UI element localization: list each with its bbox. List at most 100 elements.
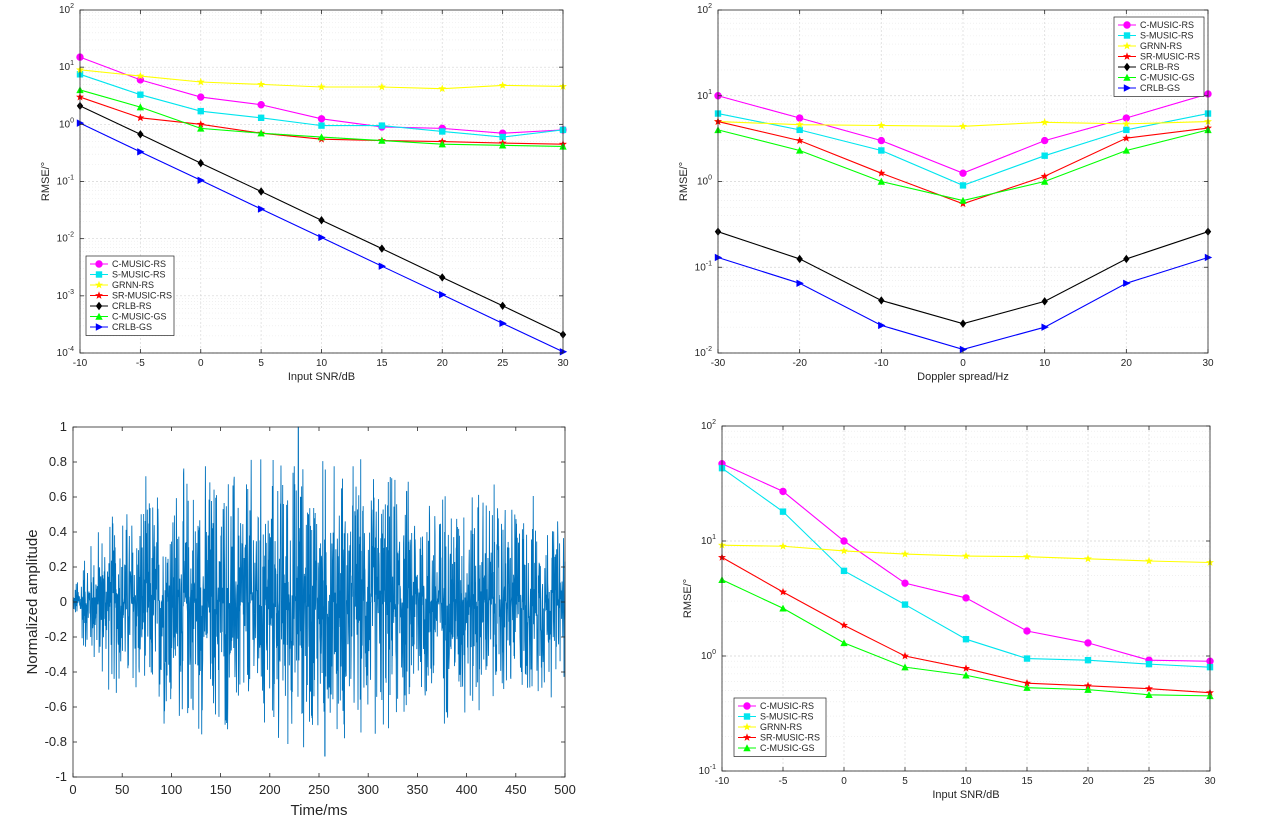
x-tick-label: -5 <box>779 776 788 787</box>
data-point <box>959 182 967 189</box>
legend-marker <box>95 280 103 289</box>
y-tick-label: -1 <box>55 769 67 784</box>
x-tick-label: 0 <box>69 782 76 797</box>
legend-label: C-MUSIC-RS <box>760 701 814 711</box>
data-point <box>1041 297 1048 306</box>
y-tick-label: 10-1 <box>699 764 716 777</box>
data-point <box>197 176 205 184</box>
legend-entry: SR-MUSIC-RS <box>738 733 820 743</box>
data-point <box>1023 679 1031 687</box>
data-point <box>901 601 909 608</box>
legend-entry: GRNN-RS <box>738 722 802 732</box>
data-point <box>1145 684 1153 693</box>
legend-marker <box>1123 41 1131 50</box>
data-point <box>877 136 886 145</box>
data-point <box>795 136 804 144</box>
data-point <box>1040 136 1049 145</box>
data-point <box>795 146 804 154</box>
data-point <box>257 101 265 109</box>
data-point <box>1041 152 1048 159</box>
x-tick-label: 20 <box>437 358 449 369</box>
y-axis-label: RMSE/° <box>678 162 690 201</box>
y-tick-label: 10-2 <box>57 232 74 245</box>
legend-entry: C-MUSIC-GS <box>90 312 167 322</box>
legend-label: CRLB-GS <box>1140 83 1180 93</box>
x-axis-label: Time/ms <box>291 802 348 819</box>
data-point <box>137 130 144 139</box>
data-point <box>796 126 803 134</box>
data-point <box>318 216 325 225</box>
y-tick-label: -0.2 <box>45 629 67 644</box>
data-point <box>796 254 803 264</box>
data-point <box>878 321 886 330</box>
data-point <box>1123 279 1131 287</box>
series-c-music-gs <box>714 126 1212 204</box>
data-point <box>498 141 507 149</box>
legend-label: GRNN-RS <box>112 280 154 290</box>
data-point <box>959 345 968 354</box>
x-tick-label: 10 <box>316 358 328 369</box>
y-tick-label: 102 <box>697 3 712 16</box>
y-axis-label: Normalized amplitude <box>24 529 41 674</box>
x-tick-label: 25 <box>497 358 509 369</box>
data-point <box>137 148 145 156</box>
y-tick-label: 102 <box>59 3 74 16</box>
data-point <box>1084 656 1092 664</box>
legend: C-MUSIC-RSS-MUSIC-RSGRNN-RSSR-MUSIC-RSCR… <box>85 255 175 336</box>
legend-label: S-MUSIC-RS <box>112 270 166 280</box>
x-tick-label: 10 <box>1039 358 1051 369</box>
legend-label: GRNN-RS <box>1140 41 1182 51</box>
y-tick-label: 10-1 <box>57 175 74 188</box>
x-tick-label: 15 <box>1021 776 1033 787</box>
data-point <box>901 579 909 587</box>
legend-marker <box>743 702 751 710</box>
data-point <box>1040 177 1049 185</box>
y-tick-label: 101 <box>701 534 716 547</box>
data-point <box>796 279 804 287</box>
data-point <box>840 537 848 545</box>
data-point <box>840 621 848 629</box>
data-point <box>439 128 446 135</box>
data-point <box>257 205 266 213</box>
legend-marker <box>95 301 103 311</box>
legend-entry: C-MUSIC-GS <box>738 743 815 753</box>
data-point <box>779 542 787 550</box>
legend-marker <box>95 323 104 331</box>
legend-label: C-MUSIC-GS <box>112 312 167 322</box>
data-point <box>877 121 886 129</box>
legend-label: S-MUSIC-RS <box>1140 31 1194 41</box>
data-point <box>840 567 848 575</box>
x-tick-label: 20 <box>1082 776 1094 787</box>
data-point <box>438 140 446 148</box>
data-point <box>136 113 145 122</box>
x-tick-label: 30 <box>1202 358 1214 369</box>
x-tick-label: 500 <box>554 782 576 797</box>
data-point <box>1145 691 1153 698</box>
x-tick-label: -30 <box>711 358 726 369</box>
legend-label: C-MUSIC-GS <box>760 743 815 753</box>
data-point <box>498 81 507 89</box>
data-point <box>377 82 386 91</box>
data-point <box>795 114 804 122</box>
data-point <box>257 114 265 122</box>
x-tick-label: 450 <box>505 782 527 797</box>
y-tick-label: 100 <box>697 175 712 188</box>
x-tick-label: 25 <box>1143 776 1155 787</box>
data-point <box>878 147 885 154</box>
chart-3: 0 50 100 150 200 250 300 350 400 450 500 -1 -0.8 -0.6… <box>24 419 576 819</box>
series-crlb-rs <box>714 227 1212 328</box>
x-tick-label: 30 <box>1204 776 1216 787</box>
data-point <box>959 169 967 177</box>
data-point <box>840 639 848 647</box>
legend-label: S-MUSIC-RS <box>760 712 814 722</box>
legend-entry: CRLB-GS <box>1118 83 1180 93</box>
x-tick-label: 0 <box>841 776 847 787</box>
legend-label: SR-MUSIC-RS <box>1140 52 1200 62</box>
legend-label: SR-MUSIC-RS <box>760 733 820 743</box>
legend-marker <box>743 733 751 741</box>
y-tick-label: 0.2 <box>49 559 67 574</box>
legend-marker <box>1123 62 1131 72</box>
x-tick-label: 15 <box>376 358 388 369</box>
legend-entry: SR-MUSIC-RS <box>1118 52 1200 62</box>
